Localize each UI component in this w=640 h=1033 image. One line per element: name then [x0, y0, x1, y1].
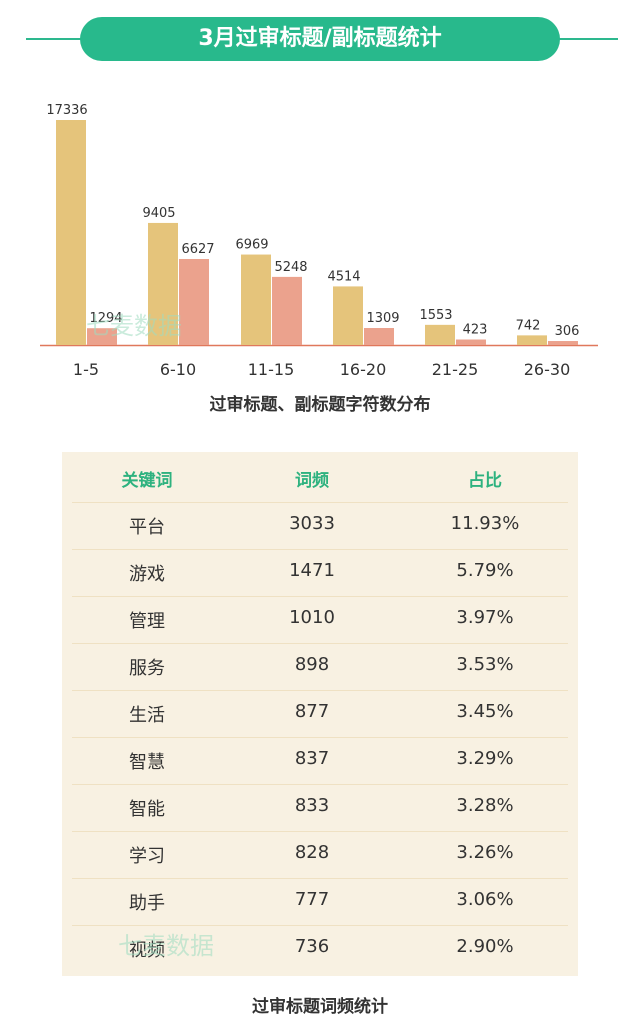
table-title: 过审标题词频统计: [252, 997, 388, 1017]
frequency-cell: 777: [294, 889, 330, 910]
frequency-cell: 736: [294, 936, 330, 957]
keyword-cell: 生活: [129, 705, 165, 726]
header-ratio: 占比: [468, 471, 502, 491]
row-divider: [72, 596, 568, 597]
data-label: 6627: [181, 242, 214, 257]
ratio-cell: 3.97%: [456, 607, 514, 628]
bar-series2-21-25: [456, 339, 486, 345]
keyword-cell: 视频: [129, 940, 165, 961]
bar-series1-26-30: [517, 335, 547, 345]
frequency-cell: 898: [294, 654, 330, 675]
keyword-cell: 智慧: [129, 752, 165, 773]
keyword-cell: 管理: [129, 611, 165, 632]
ratio-cell: 3.06%: [456, 889, 514, 910]
row-divider: [72, 737, 568, 738]
bar-series1-21-25: [425, 324, 455, 345]
keyword-cell: 智能: [129, 799, 165, 820]
data-label: 306: [555, 324, 580, 339]
row-divider: [72, 502, 568, 503]
frequency-cell: 837: [294, 748, 330, 769]
data-label: 4514: [327, 269, 360, 284]
ratio-cell: 11.93%: [450, 513, 520, 534]
header-line-left: [26, 38, 82, 40]
ratio-cell: 3.45%: [456, 701, 514, 722]
x-tick-label: 26-30: [524, 360, 571, 379]
keyword-cell: 服务: [129, 658, 165, 679]
row-divider: [72, 549, 568, 550]
frequency-cell: 1010: [289, 607, 335, 628]
table-row: 智能 833 3.28%: [72, 784, 568, 831]
bar-series2-11-15: [272, 276, 302, 345]
row-divider: [72, 831, 568, 832]
table-row: 视频 736 2.90%: [72, 925, 568, 972]
bar-series2-16-20: [364, 328, 394, 345]
bar-series1-11-15: [241, 254, 271, 345]
keyword-cell: 游戏: [129, 564, 165, 585]
row-divider: [72, 690, 568, 691]
chart-title: 过审标题、副标题字符数分布: [209, 395, 431, 415]
table-row: 助手 777 3.06%: [72, 878, 568, 925]
table-header: 关键词 词频 占比: [62, 452, 578, 502]
page-title: 3月过审标题/副标题统计: [80, 17, 560, 61]
ratio-cell: 2.90%: [456, 936, 514, 957]
row-divider: [72, 784, 568, 785]
table-row: 平台 3033 11.93%: [72, 502, 568, 549]
data-label: 6969: [235, 238, 268, 253]
data-label: 423: [463, 323, 488, 338]
bar-series1-16-20: [333, 286, 363, 345]
data-label: 1553: [419, 308, 452, 323]
table-row: 学习 828 3.26%: [72, 831, 568, 878]
table-row: 服务 898 3.53%: [72, 643, 568, 690]
x-tick-label: 1-5: [73, 360, 99, 379]
ratio-cell: 3.53%: [456, 654, 514, 675]
bar-series1-6-10: [148, 222, 178, 345]
frequency-cell: 833: [294, 795, 330, 816]
data-label: 742: [516, 318, 541, 333]
frequency-cell: 3033: [289, 513, 335, 534]
header-line-right: [558, 38, 618, 40]
bar-chart: 17336 1294 1-5 9405 6627 6-10 6969 5248 11-15 451…: [40, 103, 598, 379]
table-row: 生活 877 3.45%: [72, 690, 568, 737]
frequency-cell: 877: [294, 701, 330, 722]
ratio-cell: 3.26%: [456, 842, 514, 863]
table-row: 游戏 1471 5.79%: [72, 549, 568, 596]
x-tick-label: 6-10: [160, 360, 196, 379]
keyword-table: 关键词 词频 占比 平台 3033 11.93% 游戏 1471 5.79% 管理 1010 3…: [62, 452, 578, 976]
bar-series1-1-5: [56, 120, 86, 345]
row-divider: [72, 878, 568, 879]
data-label: 9405: [142, 206, 175, 221]
x-tick-label: 11-15: [248, 360, 295, 379]
bar-series2-6-10: [179, 258, 209, 345]
header-frequency: 词频: [295, 471, 329, 491]
x-tick-label: 21-25: [432, 360, 479, 379]
table-row: 管理 1010 3.97%: [72, 596, 568, 643]
data-label: 5248: [274, 260, 307, 275]
data-label: 17336: [46, 103, 87, 118]
watermark-chart: 七麦数据: [86, 312, 182, 340]
table-row: 智慧 837 3.29%: [72, 737, 568, 784]
frequency-cell: 828: [294, 842, 330, 863]
ratio-cell: 3.29%: [456, 748, 514, 769]
row-divider: [72, 925, 568, 926]
x-tick-label: 16-20: [340, 360, 387, 379]
bar-series2-1-5: [87, 328, 117, 345]
keyword-cell: 学习: [129, 846, 165, 867]
keyword-cell: 助手: [129, 893, 165, 914]
data-label: 1294: [89, 311, 122, 326]
ratio-cell: 5.79%: [456, 560, 514, 581]
ratio-cell: 3.28%: [456, 795, 514, 816]
data-label: 1309: [366, 311, 399, 326]
bar-series2-26-30: [548, 341, 578, 345]
row-divider: [72, 643, 568, 644]
header-keyword: 关键词: [121, 471, 173, 491]
frequency-cell: 1471: [289, 560, 335, 581]
watermark-table: 七麦数据: [118, 932, 214, 960]
keyword-cell: 平台: [129, 517, 165, 538]
